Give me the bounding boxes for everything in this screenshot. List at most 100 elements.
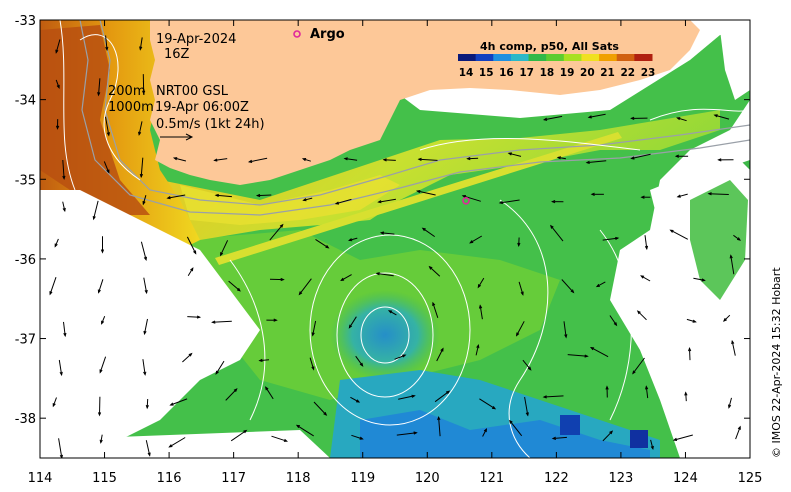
current-vector-head (348, 324, 353, 329)
current-vector-head (609, 430, 614, 435)
x-tick-label: 125 (738, 471, 763, 486)
current-vector-head (280, 277, 285, 282)
credit-label: © IMOS 22-Apr-2024 15:32 Hobart (770, 267, 783, 458)
current-vector (689, 348, 691, 361)
current-vector (257, 194, 272, 197)
current-vector-head (551, 199, 556, 204)
current-vector-head (713, 114, 718, 118)
current-vector (735, 426, 741, 440)
current-vector (349, 237, 358, 241)
current-vector-head (437, 415, 441, 421)
current-vector (434, 390, 450, 403)
current-vector (479, 398, 496, 410)
y-tick-label: -37 (15, 333, 36, 348)
current-vector (186, 236, 197, 254)
current-vector-head (145, 404, 149, 410)
current-vector (143, 277, 148, 293)
current-vector-head (491, 406, 497, 410)
swath-artifact (215, 132, 622, 265)
isobath-200m (99, 20, 750, 206)
current-vector-head (101, 320, 105, 325)
current-vector-head (355, 399, 361, 403)
current-vector-head (674, 154, 680, 158)
current-vector (650, 439, 654, 449)
current-vector (544, 115, 563, 121)
colorbar-label: 18 (540, 67, 555, 79)
current-vector-head (498, 200, 504, 205)
current-vector (477, 277, 485, 288)
current-vector-head (233, 388, 238, 392)
current-vector (438, 417, 441, 437)
current-vector (335, 198, 352, 205)
current-vector (170, 398, 188, 406)
current-vector-head (377, 200, 382, 204)
colorbar-label: 14 (459, 67, 474, 79)
current-vector-head (52, 403, 56, 408)
current-vector (259, 359, 270, 362)
current-vector-head (527, 366, 532, 371)
current-vector (315, 238, 329, 249)
colorbar-label: 21 (600, 67, 615, 79)
current-vector-head (590, 192, 595, 196)
current-vector (686, 318, 696, 323)
current-vector (145, 440, 151, 456)
current-vector-head (636, 310, 641, 315)
current-vector (167, 194, 186, 199)
current-vectors (49, 35, 742, 458)
current-vector-head (640, 275, 645, 279)
current-vector-head (644, 245, 649, 251)
x-tick-label: 114 (28, 471, 53, 486)
current-vector-head (432, 301, 436, 306)
current-vector (139, 37, 143, 50)
no-data-west (40, 190, 260, 440)
current-vector (509, 420, 523, 437)
isobath-1000-label: 1000m (108, 100, 154, 115)
current-vector-head (630, 116, 635, 120)
cold-patch-2 (630, 430, 648, 448)
colorbar-swatch (581, 54, 600, 61)
current-vector-head (584, 354, 589, 358)
current-vector-head (640, 195, 645, 199)
current-vector-head (106, 169, 110, 174)
current-vector-head (417, 157, 422, 162)
current-vector-head (214, 193, 219, 198)
scale-arrow (160, 133, 194, 141)
current-vector (146, 398, 149, 409)
current-vector-head (334, 201, 340, 205)
current-vector (215, 360, 225, 375)
current-vector (140, 157, 144, 177)
current-vector-head (542, 117, 548, 121)
current-vector-head (323, 412, 328, 416)
current-vector-head (49, 291, 53, 296)
current-vector (313, 401, 327, 416)
current-vector-head (717, 158, 722, 162)
current-vector-head (520, 291, 524, 296)
colorbar-label: 22 (620, 67, 635, 79)
current-vector (708, 193, 729, 195)
current-vector-head (143, 256, 147, 262)
current-vector-head (143, 371, 147, 376)
current-vector-head (461, 195, 466, 199)
current-vector-head (413, 431, 418, 435)
current-vector-head (379, 231, 385, 235)
colorbar-label: 17 (519, 67, 534, 79)
current-vector-head (550, 224, 554, 229)
current-vector (518, 281, 524, 295)
current-vector (265, 386, 274, 400)
current-vector (309, 357, 315, 370)
current-vector (418, 158, 438, 161)
current-vector (249, 157, 268, 163)
current-vector-head (428, 265, 433, 270)
current-vector (58, 438, 63, 458)
current-vector-head (97, 412, 102, 417)
current-vector (561, 279, 574, 293)
current-vector-head (650, 445, 654, 450)
current-vector (54, 238, 59, 247)
current-vector (516, 321, 525, 336)
current-vector (99, 356, 107, 373)
colorbar-label: 23 (641, 67, 656, 79)
current-vector (609, 315, 617, 326)
current-vector-head (56, 84, 60, 90)
current-vector-head (143, 330, 147, 336)
